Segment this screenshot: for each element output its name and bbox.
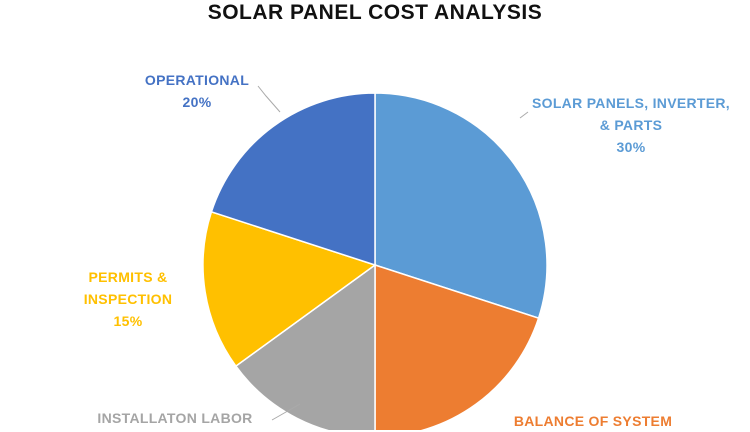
pie-slice [210, 92, 376, 267]
category-label: OPERATIONAL [144, 72, 250, 88]
slice-label: SOLAR PANELS, INVERTER, & PARTS 30% [531, 92, 731, 158]
category-label: PERMITS & INSPECTION [83, 269, 173, 307]
pie-slice [202, 210, 377, 368]
value-label: 20% [182, 94, 212, 110]
category-label: INSTALLATON LABOR [97, 410, 253, 426]
leader-line [519, 111, 529, 119]
leader-line [271, 403, 301, 421]
pie-slice [374, 92, 548, 320]
pie-slice [374, 263, 540, 430]
pie-slice [234, 263, 376, 430]
leader-line [257, 85, 281, 113]
value-label: 30% [616, 139, 646, 155]
category-label: BALANCE OF SYSTEM [513, 413, 673, 429]
slice-label: INSTALLATON LABOR [64, 407, 286, 429]
category-label: SOLAR PANELS, INVERTER, & PARTS [532, 95, 730, 133]
value-label: 15% [113, 313, 143, 329]
slice-label: BALANCE OF SYSTEM [478, 410, 708, 432]
slice-label: OPERATIONAL 20% [127, 69, 267, 113]
chart-title: SOLAR PANEL COST ANALYSIS [207, 1, 543, 24]
slice-label: PERMITS & INSPECTION 15% [78, 266, 178, 332]
